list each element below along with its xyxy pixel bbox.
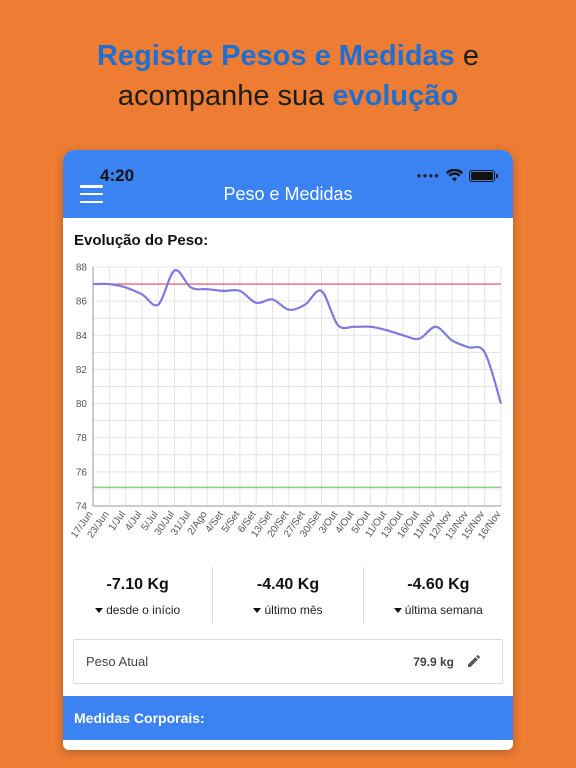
y-tick-label: 74 — [76, 502, 88, 513]
headline-highlight-1: Registre Pesos e Medidas — [96, 40, 455, 72]
stat-label: última semana — [364, 603, 513, 617]
headline-line-1: Registre Pesos e Medidas e — [0, 36, 576, 76]
status-time: 4:20 — [100, 166, 135, 185]
stat-last-week: -4.60 Kg última semana — [362, 567, 513, 623]
phone-screen: 4:20 ●●●● Peso e Medidas Evolução do Pes… — [63, 150, 513, 750]
y-tick-label: 82 — [76, 365, 88, 376]
caret-down-icon — [393, 608, 402, 613]
stat-last-month: -4.40 Kg último mês — [212, 567, 362, 623]
battery-icon — [469, 169, 498, 182]
weight-chart: 747678808284868817/Jun23/Jun1/Jul4/Jul5/… — [69, 263, 503, 542]
y-tick-label: 84 — [76, 331, 88, 342]
headline-highlight-2: evolução — [332, 80, 459, 112]
headline-line-2: acompanhe sua evolução — [0, 76, 576, 116]
headline-text-2: acompanhe sua — [117, 80, 333, 112]
headline-text-1: e — [454, 40, 479, 72]
x-tick-label: 1/Jul — [107, 509, 128, 533]
weight-series-line — [92, 269, 503, 404]
caret-down-icon — [95, 608, 104, 613]
stat-value: -4.40 Kg — [256, 576, 320, 593]
app-bar: 4:20 ●●●● Peso e Medidas — [63, 150, 513, 218]
status-icons: ●●●● — [416, 169, 498, 182]
stats-row: -7.10 Kg desde o início -4.40 Kg último … — [63, 567, 513, 623]
stat-since-start: -7.10 Kg desde o início — [63, 567, 212, 623]
current-weight-card[interactable]: Peso Atual 79.9 kg — [73, 639, 503, 684]
x-tick-label: 4/Jul — [123, 509, 144, 533]
pencil-icon[interactable] — [466, 653, 482, 669]
y-tick-label: 76 — [76, 467, 88, 478]
body-measures-header[interactable]: Medidas Corporais: — [63, 696, 513, 740]
wifi-icon — [446, 169, 463, 182]
app-title: Peso e Medidas — [223, 184, 353, 204]
promo-headline: Registre Pesos e Medidas e acompanhe sua… — [0, 36, 576, 116]
y-tick-label: 80 — [76, 399, 88, 410]
signal-dots-icon: ●●●● — [416, 171, 440, 180]
chart-title: Evolução do Peso: — [74, 232, 209, 249]
menu-icon[interactable] — [80, 185, 103, 203]
section-title: Medidas Corporais: — [74, 710, 205, 726]
stat-value: -4.60 Kg — [407, 576, 470, 593]
stat-value: -7.10 Kg — [106, 576, 169, 593]
y-tick-label: 88 — [76, 263, 88, 274]
stat-label: último mês — [213, 603, 362, 617]
current-weight-label: Peso Atual — [86, 654, 149, 669]
y-tick-label: 78 — [76, 433, 88, 444]
y-tick-label: 86 — [76, 297, 88, 308]
caret-down-icon — [253, 608, 262, 613]
current-weight-value: 79.9 kg — [413, 655, 454, 669]
stat-label: desde o início — [63, 603, 212, 617]
